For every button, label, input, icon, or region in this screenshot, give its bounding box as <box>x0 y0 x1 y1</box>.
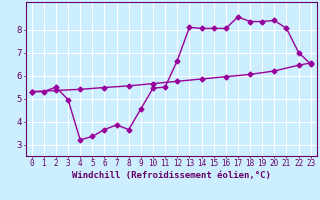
X-axis label: Windchill (Refroidissement éolien,°C): Windchill (Refroidissement éolien,°C) <box>72 171 271 180</box>
